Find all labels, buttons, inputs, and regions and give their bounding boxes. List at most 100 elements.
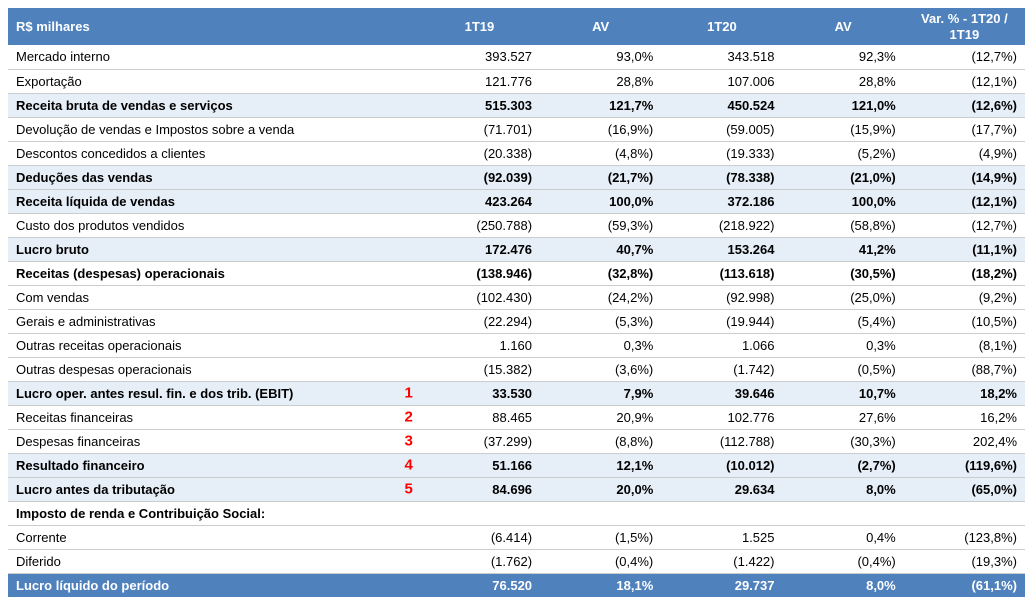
footer-c3: 29.737 (661, 573, 782, 597)
row-value: (22.294) (419, 309, 540, 333)
table-row: Gerais e administrativas(22.294)(5,3%)(1… (8, 309, 1025, 333)
row-label: Exportação (8, 69, 419, 93)
row-value: (119,6%) (904, 453, 1025, 477)
row-value: (4,8%) (540, 141, 661, 165)
table-row: Devolução de vendas e Impostos sobre a v… (8, 117, 1025, 141)
annotation-marker: 1 (404, 385, 412, 402)
row-value: 28,8% (540, 69, 661, 93)
row-value: 0,3% (783, 333, 904, 357)
row-value: 1.160 (419, 333, 540, 357)
row-value: 393.527 (419, 45, 540, 69)
row-label: Com vendas (8, 285, 419, 309)
row-value: (19,3%) (904, 549, 1025, 573)
row-value: (92.039) (419, 165, 540, 189)
row-label: Lucro bruto (8, 237, 419, 261)
row-value: (12,7%) (904, 213, 1025, 237)
row-label: Receita líquida de vendas (8, 189, 419, 213)
row-value: (21,0%) (783, 165, 904, 189)
row-value: (138.946) (419, 261, 540, 285)
table-row: Deduções das vendas(92.039)(21,7%)(78.33… (8, 165, 1025, 189)
row-value: (15,9%) (783, 117, 904, 141)
row-value: 51.166 (419, 453, 540, 477)
row-label: Lucro antes da tributação5 (8, 477, 419, 501)
row-value: (16,9%) (540, 117, 661, 141)
col-header-av2: AV (783, 8, 904, 45)
row-value: (20.338) (419, 141, 540, 165)
row-value: 172.476 (419, 237, 540, 261)
row-value: 41,2% (783, 237, 904, 261)
table-row: Custo dos produtos vendidos(250.788)(59,… (8, 213, 1025, 237)
row-value: (59.005) (661, 117, 782, 141)
row-value: 20,9% (540, 405, 661, 429)
income-statement-table: R$ milhares 1T19 AV 1T20 AV Var. % - 1T2… (8, 8, 1025, 597)
row-label: Corrente (8, 525, 419, 549)
row-value: (10.012) (661, 453, 782, 477)
footer-label: Lucro líquido do período (8, 573, 419, 597)
row-value: 100,0% (540, 189, 661, 213)
row-value: (10,5%) (904, 309, 1025, 333)
table-row: Lucro bruto172.47640,7%153.26441,2%(11,1… (8, 237, 1025, 261)
row-label: Resultado financeiro4 (8, 453, 419, 477)
row-value: 16,2% (904, 405, 1025, 429)
row-value: 153.264 (661, 237, 782, 261)
row-value: 84.696 (419, 477, 540, 501)
row-value: (78.338) (661, 165, 782, 189)
row-value: 8,0% (783, 477, 904, 501)
row-label: Descontos concedidos a clientes (8, 141, 419, 165)
table-row: Despesas financeiras3(37.299)(8,8%)(112.… (8, 429, 1025, 453)
row-value: 0,4% (783, 525, 904, 549)
row-value: (30,5%) (783, 261, 904, 285)
row-value: (102.430) (419, 285, 540, 309)
row-value: 0,3% (540, 333, 661, 357)
row-value: 1.525 (661, 525, 782, 549)
table-row: Outras receitas operacionais1.1600,3%1.0… (8, 333, 1025, 357)
row-value (540, 501, 661, 525)
row-value: 202,4% (904, 429, 1025, 453)
row-value: 372.186 (661, 189, 782, 213)
row-label: Mercado interno (8, 45, 419, 69)
row-value: (0,5%) (783, 357, 904, 381)
row-label: Despesas financeiras3 (8, 429, 419, 453)
row-label: Receitas financeiras2 (8, 405, 419, 429)
row-label: Imposto de renda e Contribuição Social: (8, 501, 419, 525)
row-label: Receita bruta de vendas e serviços (8, 93, 419, 117)
row-value: (8,1%) (904, 333, 1025, 357)
row-value: (250.788) (419, 213, 540, 237)
footer-c1: 76.520 (419, 573, 540, 597)
row-value: (1.742) (661, 357, 782, 381)
annotation-marker: 4 (404, 457, 412, 474)
row-value: 33.530 (419, 381, 540, 405)
row-value: (12,7%) (904, 45, 1025, 69)
row-label: Devolução de vendas e Impostos sobre a v… (8, 117, 419, 141)
row-value: (5,3%) (540, 309, 661, 333)
row-value: (25,0%) (783, 285, 904, 309)
row-label: Lucro oper. antes resul. fin. e dos trib… (8, 381, 419, 405)
row-value: (1.762) (419, 549, 540, 573)
row-value: (65,0%) (904, 477, 1025, 501)
table-row: Receita bruta de vendas e serviços515.30… (8, 93, 1025, 117)
row-label: Custo dos produtos vendidos (8, 213, 419, 237)
row-value: 121,7% (540, 93, 661, 117)
row-value: (19.944) (661, 309, 782, 333)
row-label: Deduções das vendas (8, 165, 419, 189)
col-header-1t19: 1T19 (419, 8, 540, 45)
row-value: (113.618) (661, 261, 782, 285)
row-value: (0,4%) (540, 549, 661, 573)
row-value: (8,8%) (540, 429, 661, 453)
row-value: (3,6%) (540, 357, 661, 381)
row-value: 343.518 (661, 45, 782, 69)
col-header-1t20: 1T20 (661, 8, 782, 45)
row-value: (24,2%) (540, 285, 661, 309)
row-value: (17,7%) (904, 117, 1025, 141)
row-value: 88.465 (419, 405, 540, 429)
row-value: (18,2%) (904, 261, 1025, 285)
row-value: 28,8% (783, 69, 904, 93)
row-value: 20,0% (540, 477, 661, 501)
col-header-av1: AV (540, 8, 661, 45)
row-label: Receitas (despesas) operacionais (8, 261, 419, 285)
row-value: (112.788) (661, 429, 782, 453)
table-row: Lucro oper. antes resul. fin. e dos trib… (8, 381, 1025, 405)
row-value: (5,2%) (783, 141, 904, 165)
row-value: (71.701) (419, 117, 540, 141)
row-value: (37.299) (419, 429, 540, 453)
